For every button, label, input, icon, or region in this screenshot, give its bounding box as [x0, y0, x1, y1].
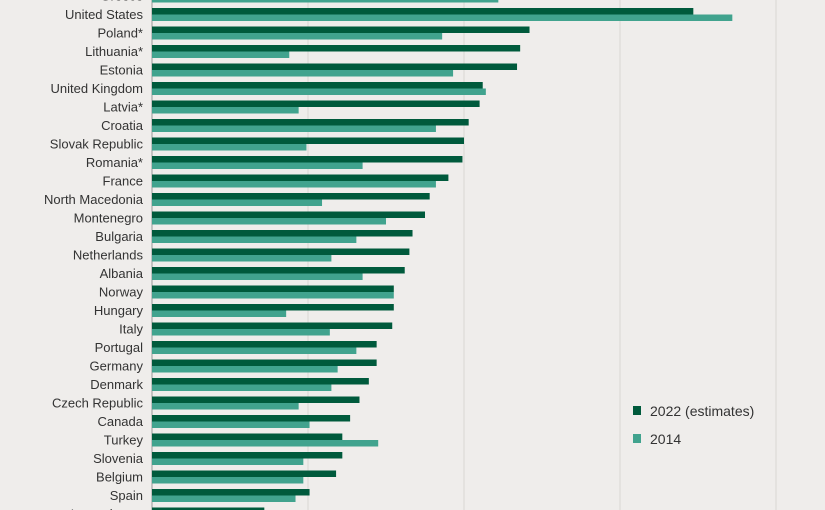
category-label: Montenegro: [74, 211, 143, 226]
bar-2022: [152, 45, 521, 52]
bar-2022: [152, 452, 343, 459]
bar-2022: [152, 378, 369, 385]
category-label: Slovenia: [93, 451, 144, 466]
category-label: Slovak Republic: [50, 137, 144, 152]
bar-2022: [152, 248, 410, 255]
bar-2014: [152, 292, 394, 299]
legend-swatch-2014: [633, 434, 641, 443]
bar-2014: [152, 107, 299, 114]
category-label: North Macedonia: [44, 192, 144, 207]
bar-2022: [152, 26, 530, 33]
bar-2014: [152, 199, 323, 206]
bar-2014: [152, 162, 363, 169]
bar-2022: [152, 470, 337, 477]
bar-2014: [152, 495, 296, 502]
category-label: Greece: [100, 0, 143, 4]
bar-2022: [152, 489, 310, 496]
category-label: Lithuania*: [85, 44, 143, 59]
bar-2022: [152, 100, 480, 107]
bar-2014: [152, 273, 363, 280]
bar-2022: [152, 507, 265, 510]
bar-2022: [152, 8, 694, 15]
bar-2014: [152, 144, 307, 151]
category-label: Turkey: [104, 433, 144, 448]
bar-2014: [152, 70, 454, 77]
category-label: Croatia: [101, 118, 144, 133]
bar-2014: [152, 421, 310, 428]
bar-2014: [152, 88, 486, 95]
bar-2014: [152, 255, 332, 262]
bar-2022: [152, 193, 430, 200]
legend-swatch-2022: [633, 406, 641, 415]
category-label: Albania: [100, 266, 144, 281]
category-label: Czech Republic: [52, 396, 144, 411]
category-label: France: [103, 174, 143, 189]
bar-2022: [152, 267, 405, 274]
bar-2014: [152, 347, 357, 354]
category-label: Belgium: [96, 470, 143, 485]
bar-2022: [152, 63, 518, 70]
category-label: Italy: [119, 322, 143, 337]
bar-2014: [152, 366, 338, 373]
bar-2014: [152, 33, 443, 40]
bar-2014: [152, 181, 436, 188]
bar-2014: [152, 384, 332, 391]
category-label: Bulgaria: [95, 229, 143, 244]
category-label: Germany: [90, 359, 144, 374]
bar-2022: [152, 285, 394, 292]
bar-2014: [152, 125, 436, 132]
bar-2014: [152, 458, 304, 465]
category-label: Netherlands: [73, 248, 144, 263]
bar-2022: [152, 341, 377, 348]
bar-2022: [152, 82, 483, 89]
bar-2022: [152, 156, 463, 163]
bar-2014: [152, 403, 299, 410]
bar-2014: [152, 0, 499, 3]
bar-2022: [152, 119, 469, 126]
category-label: Poland*: [97, 26, 143, 41]
category-label: Canada: [97, 414, 143, 429]
legend: 2022 (estimates) 2014: [633, 403, 754, 447]
bar-2022: [152, 304, 394, 311]
bar-2022: [152, 359, 377, 366]
bars-area: [152, 0, 733, 510]
category-label: United Kingdom: [51, 81, 144, 96]
bar-2014: [152, 51, 290, 58]
category-label: Norway: [99, 285, 144, 300]
legend-label-2022: 2022 (estimates): [650, 403, 754, 419]
category-label: Luxembourg: [71, 507, 143, 510]
bar-2014: [152, 218, 386, 225]
bar-2014: [152, 236, 357, 243]
bar-2022: [152, 230, 413, 237]
bar-2014: [152, 310, 287, 317]
legend-label-2014: 2014: [650, 431, 681, 447]
category-labels: Greece United States Poland* Lithuania* Esto…: [44, 0, 144, 510]
category-label: United States: [65, 7, 144, 22]
category-label: Portugal: [95, 340, 144, 355]
bar-2014: [152, 14, 733, 21]
bar-2022: [152, 174, 449, 181]
category-label: Latvia*: [103, 100, 143, 115]
bar-2014: [152, 329, 330, 336]
category-label: Romania*: [86, 155, 143, 170]
category-label: Hungary: [94, 303, 144, 318]
bar-2022: [152, 433, 343, 440]
bar-2022: [152, 322, 393, 329]
bar-2022: [152, 415, 351, 422]
category-label: Denmark: [90, 377, 143, 392]
category-label: Estonia: [100, 63, 144, 78]
bar-2014: [152, 477, 304, 484]
bar-2022: [152, 137, 464, 144]
bar-2014: [152, 440, 379, 447]
bar-2022: [152, 396, 360, 403]
bar-2022: [152, 211, 425, 218]
category-label: Spain: [110, 488, 143, 503]
